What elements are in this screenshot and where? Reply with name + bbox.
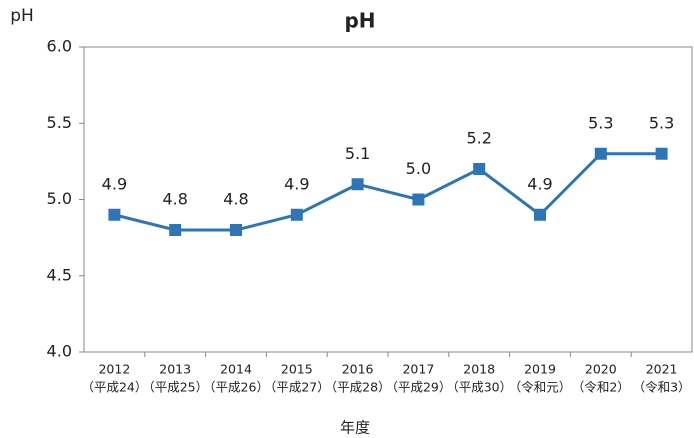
data-point <box>290 208 303 221</box>
data-point <box>169 224 182 236</box>
data-point <box>534 208 546 221</box>
data-label: 5.3 <box>588 113 613 132</box>
x-tick-label: 2016 <box>342 362 374 377</box>
x-tick-label: 2018 <box>463 362 495 377</box>
data-label: 5.0 <box>406 159 431 178</box>
data-point <box>594 147 607 160</box>
x-tick-label: 2014 <box>220 362 252 377</box>
data-label: 4.9 <box>102 174 127 193</box>
x-tick-sublabel: （令和2） <box>572 380 630 395</box>
y-tick-label: 4.0 <box>47 342 72 361</box>
x-tick-sublabel: （令和3） <box>633 380 691 395</box>
data-label: 5.1 <box>345 144 370 163</box>
x-tick-label: 2012 <box>98 362 130 377</box>
x-tick-label: 2017 <box>402 362 434 377</box>
x-tick-sublabel: （平成29） <box>385 380 451 395</box>
data-label: 4.9 <box>284 174 309 193</box>
y-tick-label: 6.0 <box>47 37 72 56</box>
data-line <box>114 152 662 232</box>
data-point <box>108 208 121 221</box>
x-tick-sublabel: （平成24） <box>81 380 147 395</box>
y-tick-label: 4.5 <box>47 265 72 284</box>
x-tick-label: 2015 <box>281 362 313 377</box>
data-label: 5.3 <box>649 113 674 132</box>
data-point <box>473 163 486 175</box>
data-point <box>655 147 668 160</box>
data-point <box>412 193 425 206</box>
data-label: 4.8 <box>162 190 187 209</box>
y-axis-label: pH <box>10 6 34 26</box>
x-tick-sublabel: （平成26） <box>203 380 269 395</box>
y-tick-label: 5.5 <box>47 113 72 132</box>
x-tick-sublabel: （令和元） <box>509 380 572 395</box>
x-tick-sublabel: （平成30） <box>446 380 512 395</box>
data-label: 4.9 <box>527 174 552 193</box>
x-axis-label: 年度 <box>340 419 370 437</box>
x-tick-sublabel: （平成25） <box>142 380 208 395</box>
data-point <box>351 178 364 191</box>
y-tick-label: 5.0 <box>47 189 72 208</box>
data-label: 4.8 <box>223 190 248 209</box>
chart-title: pH <box>344 9 375 33</box>
x-tick-sublabel: （平成27） <box>264 380 330 395</box>
data-label: 5.2 <box>466 129 491 148</box>
data-point <box>230 224 242 236</box>
x-tick-label: 2013 <box>159 362 191 377</box>
x-tick-label: 2019 <box>524 362 556 377</box>
x-tick-label: 2021 <box>646 362 678 377</box>
x-tick-sublabel: （平成28） <box>325 380 391 395</box>
x-tick-label: 2020 <box>585 362 617 377</box>
